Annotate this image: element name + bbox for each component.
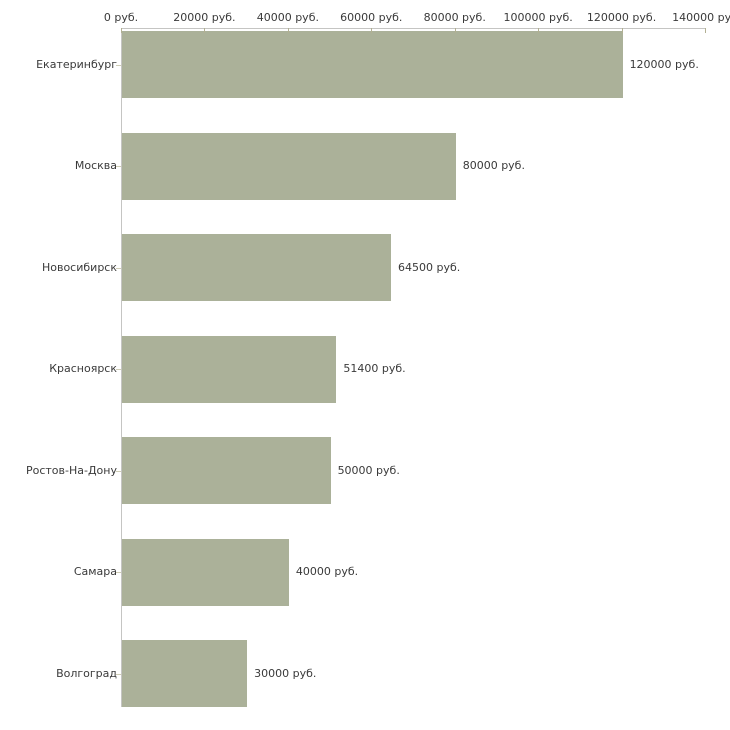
x-axis-tick-mark: [371, 28, 372, 33]
category-label: Москва: [74, 159, 117, 172]
x-axis-tick-mark: [204, 28, 205, 33]
x-axis-tick-label: 40000 руб.: [256, 11, 319, 24]
x-axis-tick-label: 80000 руб.: [423, 11, 486, 24]
category-label: Самара: [73, 565, 117, 578]
category-label: Новосибирск: [41, 260, 117, 274]
category-tick-mark: [116, 572, 121, 573]
x-axis-tick-mark: [121, 28, 122, 33]
category-tick-mark: [116, 369, 121, 370]
x-axis-tick-label: 60000 руб.: [340, 11, 403, 24]
bar: [122, 234, 392, 301]
x-axis-tick-mark: [455, 28, 456, 33]
category-label: Волгоград: [56, 666, 117, 680]
category-tick-mark: [116, 471, 121, 472]
bar: [122, 31, 623, 98]
x-axis-tick-mark: [705, 28, 706, 33]
category-tick-mark: [116, 166, 121, 167]
x-axis-tick-label: 100000 руб.: [503, 11, 573, 24]
value-label: 64500 руб.: [398, 260, 461, 274]
bar: [122, 437, 331, 504]
x-axis-tick-label: 0 руб.: [103, 11, 139, 24]
category-label: Екатеринбург: [36, 57, 117, 71]
value-label: 40000 руб.: [295, 565, 359, 578]
bar: [122, 132, 456, 200]
x-axis-tick-mark: [538, 28, 539, 33]
x-axis-tick-mark: [622, 28, 623, 33]
category-tick-mark: [116, 268, 121, 269]
x-axis-tick-label: 120000 руб.: [586, 11, 657, 24]
bar: [122, 640, 248, 707]
value-label: 51400 руб.: [343, 362, 406, 375]
value-label: 120000 руб.: [629, 57, 699, 71]
value-label: 50000 руб.: [337, 463, 400, 477]
category-label: Ростов-На-Дону: [25, 463, 117, 477]
category-tick-mark: [116, 674, 121, 675]
x-axis-tick-label: 20000 руб.: [173, 11, 236, 24]
x-axis-tick-mark: [288, 28, 289, 33]
bar: [122, 335, 337, 403]
value-label: 80000 руб.: [462, 159, 525, 172]
x-axis-line: [121, 28, 706, 29]
bar: [122, 538, 289, 606]
category-tick-mark: [116, 65, 121, 66]
y-axis-line: [121, 28, 122, 707]
value-label: 30000 руб.: [254, 666, 317, 680]
category-label: Красноярск: [49, 362, 117, 375]
x-axis-tick-label: 140000 руб: [672, 11, 730, 24]
